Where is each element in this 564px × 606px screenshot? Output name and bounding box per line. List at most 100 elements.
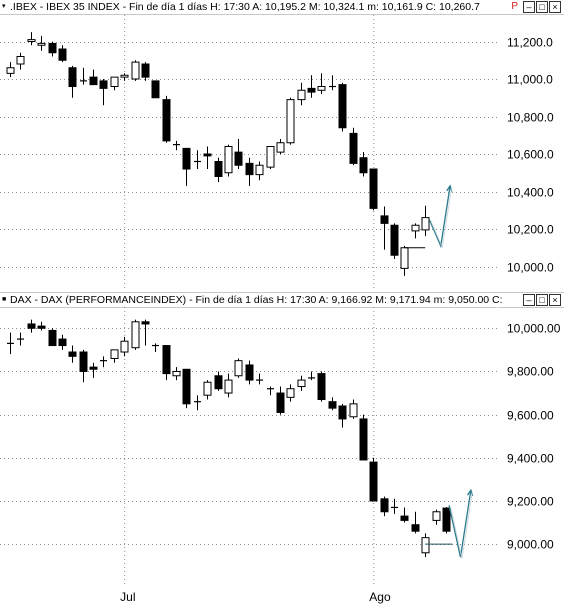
ibex-candle-0[interactable] xyxy=(6,62,15,78)
ibex-candle-35[interactable] xyxy=(369,168,378,211)
dax-candle-13[interactable] xyxy=(141,319,150,346)
dax-candle-41[interactable] xyxy=(432,509,441,525)
ibex-candle-21[interactable] xyxy=(224,144,233,177)
dax-candle-0[interactable] xyxy=(7,332,14,355)
dax-candle-1[interactable] xyxy=(17,332,24,346)
dax-candle-17[interactable] xyxy=(182,368,191,409)
dax-candle-34[interactable] xyxy=(359,414,368,461)
close-icon[interactable]: × xyxy=(549,1,561,13)
dax-candle-30[interactable] xyxy=(317,371,326,402)
dax-candle-14[interactable] xyxy=(152,343,159,353)
ibex-candle-8[interactable] xyxy=(89,69,98,86)
ibex-window-buttons: P – □ × xyxy=(511,1,561,13)
ibex-candle-30[interactable] xyxy=(317,73,326,94)
dax-candle-39[interactable] xyxy=(411,511,420,534)
ibex-candle-29[interactable] xyxy=(307,75,316,98)
ibex-candle-18[interactable] xyxy=(194,150,201,169)
ibex-candle-33[interactable] xyxy=(349,127,358,166)
dax-candle-21[interactable] xyxy=(224,373,233,398)
ibex-candle-39[interactable] xyxy=(411,223,420,239)
dax-candle-11[interactable] xyxy=(120,336,129,357)
dax-candle-37[interactable] xyxy=(391,498,398,514)
ibex-candle-31[interactable] xyxy=(329,75,336,91)
ibex-candlestick-chart[interactable]: 10,000.0 10,200.0 10,400.0 10,600.0 10,800.0… xyxy=(0,15,564,291)
ibex-candle-26[interactable] xyxy=(276,139,285,154)
ibex-projection-arrow[interactable] xyxy=(428,185,451,249)
ibex-candle-5[interactable] xyxy=(58,45,67,63)
ibex-candle-19[interactable] xyxy=(203,146,212,170)
dax-candle-15[interactable] xyxy=(162,345,171,381)
dax-candle-6[interactable] xyxy=(68,345,77,363)
dax-candle-2[interactable] xyxy=(27,319,36,333)
ibex-candle-14[interactable] xyxy=(151,80,160,99)
minimize-icon[interactable]: – xyxy=(523,294,535,306)
dax-candle-36[interactable] xyxy=(380,496,389,517)
dax-candle-42[interactable] xyxy=(442,507,451,534)
ibex-candle-10[interactable] xyxy=(110,76,119,91)
ibex-candle-38[interactable] xyxy=(400,245,409,276)
dax-candle-25[interactable] xyxy=(267,386,274,396)
dax-candle-35[interactable] xyxy=(369,457,378,502)
dax-candle-23[interactable] xyxy=(245,360,254,385)
dax-candle-29[interactable] xyxy=(308,371,315,381)
ibex-candle-20[interactable] xyxy=(214,157,223,183)
ibex-candle-17[interactable] xyxy=(182,147,191,186)
ibex-candle-37[interactable] xyxy=(390,223,399,259)
ibex-candle-27[interactable] xyxy=(286,97,295,145)
ibex-candle-15[interactable] xyxy=(162,95,171,143)
dax-candle-18[interactable] xyxy=(194,395,201,411)
dax-candle-22[interactable] xyxy=(234,358,243,378)
dax-candle-4[interactable] xyxy=(48,328,57,347)
maximize-icon[interactable]: □ xyxy=(536,294,548,306)
ibex-candle-12[interactable] xyxy=(131,60,140,81)
dax-candle-24[interactable] xyxy=(256,373,263,385)
dax-candle-38[interactable] xyxy=(400,507,409,523)
ibex-candle-34[interactable] xyxy=(359,152,368,177)
ibex-candle-28[interactable] xyxy=(297,82,306,106)
maximize-icon[interactable]: □ xyxy=(536,1,548,13)
ibex-candle-36[interactable] xyxy=(380,206,389,250)
dax-candle-19[interactable] xyxy=(203,380,212,400)
close-icon[interactable]: × xyxy=(549,294,561,306)
minimize-icon[interactable]: – xyxy=(523,1,535,13)
ibex-candle-24[interactable] xyxy=(255,161,264,181)
dax-candlestick-chart[interactable]: 9,000.00 9,200.00 9,400.00 9,600.00 9,800.00… xyxy=(0,307,564,585)
ibex-candle-2[interactable] xyxy=(27,32,36,46)
dax-candle-16[interactable] xyxy=(172,367,181,381)
ibex-menu-glyph[interactable]: ▾ xyxy=(2,3,6,10)
dax-candle-28[interactable] xyxy=(297,375,306,391)
ibex-candle-22[interactable] xyxy=(234,139,243,169)
dax-candle-20[interactable] xyxy=(214,371,223,391)
ibex-candle-3[interactable] xyxy=(37,35,46,51)
dax-candle-5[interactable] xyxy=(58,334,67,350)
dax-candle-body xyxy=(359,418,368,461)
dax-candle-3[interactable] xyxy=(37,321,46,331)
ibex-candle-13[interactable] xyxy=(141,62,150,81)
dax-candle-7[interactable] xyxy=(79,349,88,383)
dax-candle-26[interactable] xyxy=(276,386,285,415)
x-axis: Jul Ago xyxy=(0,585,564,606)
ibex-candle-32[interactable] xyxy=(338,82,347,132)
dax-projection-arrow[interactable] xyxy=(448,490,472,558)
dax-candle-8[interactable] xyxy=(89,362,98,378)
ibex-candle-6[interactable] xyxy=(68,65,77,98)
ibex-candle-25[interactable] xyxy=(266,146,275,170)
ibex-candle-1[interactable] xyxy=(16,52,25,70)
dax-candle-31[interactable] xyxy=(328,397,337,411)
dax-candle-9[interactable] xyxy=(100,356,107,368)
ibex-candle-23[interactable] xyxy=(245,157,254,186)
dax-candle-12[interactable] xyxy=(131,319,140,350)
ibex-candle-40[interactable] xyxy=(421,205,430,237)
ibex-candle-11[interactable] xyxy=(120,73,129,81)
dax-candle-33[interactable] xyxy=(349,399,358,419)
dax-candle-32[interactable] xyxy=(338,403,347,428)
dax-candle-27[interactable] xyxy=(286,384,295,402)
ibex-candle-7[interactable] xyxy=(80,67,87,85)
dax-candle-10[interactable] xyxy=(110,349,119,363)
ibex-candle-body xyxy=(16,56,25,65)
ibex-candle-9[interactable] xyxy=(99,79,108,106)
dax-candle-40[interactable] xyxy=(421,533,430,558)
ibex-candle-4[interactable] xyxy=(48,41,57,57)
dax-menu-glyph[interactable]: ■ xyxy=(2,296,7,303)
ibex-candle-16[interactable] xyxy=(173,140,180,151)
